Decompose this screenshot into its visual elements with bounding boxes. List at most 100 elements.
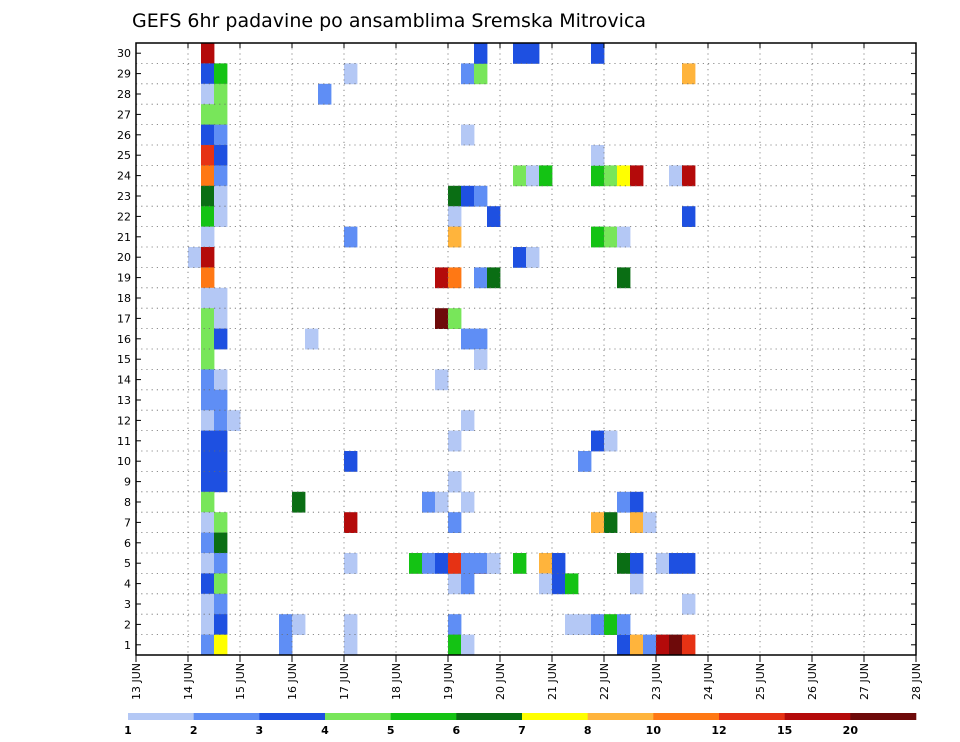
heatmap-cell: [214, 63, 228, 85]
y-tick-label: 23: [117, 190, 131, 203]
heatmap-cell: [604, 614, 618, 635]
heatmap-cell: [682, 63, 696, 85]
colorbar-label: 20: [843, 724, 859, 737]
y-tick-label: 8: [124, 496, 131, 509]
x-tick-label: 23 JUN: [650, 663, 663, 700]
heatmap-cell: [214, 614, 228, 635]
heatmap-cell: [682, 165, 696, 187]
colorbar-label: 8: [584, 724, 592, 737]
heatmap-cell: [201, 634, 215, 656]
x-tick-label: 25 JUN: [754, 663, 767, 700]
heatmap-cell: [513, 165, 527, 187]
y-tick-label: 19: [117, 272, 131, 285]
heatmap-cell: [201, 471, 215, 493]
heatmap-cell: [201, 267, 215, 289]
heatmap-cell: [682, 634, 696, 656]
y-tick-label: 27: [117, 108, 131, 121]
heatmap-cell: [201, 308, 215, 329]
heatmap-cell: [214, 206, 228, 227]
colorbar-swatch: [193, 713, 260, 720]
colorbar-label: 10: [646, 724, 662, 737]
heatmap-cell: [513, 43, 527, 64]
heatmap-cell: [487, 553, 501, 574]
heatmap-cell: [617, 226, 631, 248]
heatmap-cell: [214, 308, 228, 329]
heatmap-cell: [214, 512, 228, 533]
heatmap-cell: [617, 165, 631, 187]
heatmap-cell: [526, 247, 540, 268]
heatmap-cell: [630, 165, 644, 187]
heatmap-cell: [201, 430, 215, 452]
heatmap-cell: [201, 328, 215, 350]
grid-lines: [136, 43, 916, 656]
heatmap-cell: [214, 124, 228, 146]
heatmap-cell: [513, 553, 527, 574]
heatmap-cell: [318, 83, 332, 105]
heatmap-cell: [201, 512, 215, 533]
heatmap-cell: [214, 573, 228, 595]
x-axis: 13 JUN 14 JUN 15 JUN 16 JUN 17 JUN 18 JUN 19 J…: [130, 43, 923, 700]
heatmap-cell: [591, 430, 605, 452]
heatmap-cell: [617, 614, 631, 635]
y-tick-label: 3: [124, 598, 131, 611]
heatmap-cell: [474, 349, 488, 370]
heatmap-cell: [227, 410, 241, 431]
colorbar-label: 4: [321, 724, 329, 737]
heatmap-cell: [201, 185, 215, 207]
y-tick-label: 11: [117, 435, 131, 448]
y-tick-label: 13: [117, 394, 131, 407]
heatmap-cell: [474, 553, 488, 574]
heatmap-cell: [201, 104, 215, 125]
colorbar-swatch: [390, 713, 457, 720]
heatmap-cell: [448, 226, 462, 248]
heatmap-cell: [201, 573, 215, 595]
heatmap-cell: [591, 43, 605, 64]
heatmap-cell: [214, 145, 228, 166]
y-tick-label: 7: [124, 516, 131, 529]
heatmap-cell: [487, 206, 501, 227]
y-tick-label: 25: [117, 149, 131, 162]
heatmap-cell: [214, 532, 228, 554]
heatmap-cell: [214, 369, 228, 391]
heatmap-cell: [474, 63, 488, 85]
heatmap-cell: [435, 553, 449, 574]
plot-frame: [135, 42, 917, 656]
heatmap-cell: [604, 430, 618, 452]
heatmap-cell: [617, 491, 631, 513]
heatmap-cell: [461, 634, 475, 656]
heatmap-cell: [448, 308, 462, 329]
heatmap-cell: [214, 185, 228, 207]
colorbar-label: 6: [453, 724, 461, 737]
colorbar-label: 2: [190, 724, 198, 737]
heatmap-cell: [435, 491, 449, 513]
heatmap-cell: [461, 410, 475, 431]
heatmap-cell: [617, 267, 631, 289]
heatmap-cell: [487, 267, 501, 289]
heatmap-cell: [448, 206, 462, 227]
heatmap-cell: [305, 328, 319, 350]
colorbar-swatch: [653, 713, 720, 720]
colorbar-swatch: [325, 713, 391, 720]
x-tick-label: 18 JUN: [390, 663, 403, 700]
heatmap-cell: [344, 451, 358, 472]
heatmap-cell: [422, 553, 436, 574]
heatmap-cell: [214, 634, 228, 656]
heatmap-cell: [617, 634, 631, 656]
colorbar-label: 7: [518, 724, 526, 737]
heatmap-cell: [344, 512, 358, 533]
y-tick-label: 24: [117, 170, 131, 183]
heatmap-cell: [201, 165, 215, 187]
heatmap-cell: [214, 593, 228, 615]
heatmap-cell: [201, 145, 215, 166]
y-tick-label: 30: [117, 47, 131, 60]
heatmap-cell: [448, 614, 462, 635]
colorbar-swatch: [784, 713, 851, 720]
heatmap-cell: [201, 124, 215, 146]
y-tick-label: 20: [117, 251, 131, 264]
heatmap-cell: [214, 430, 228, 452]
heatmap-cell: [591, 512, 605, 533]
y-tick-label: 28: [117, 88, 131, 101]
x-tick-label: 26 JUN: [806, 663, 819, 700]
heatmap-cell: [461, 573, 475, 595]
heatmap-cell: [526, 165, 540, 187]
